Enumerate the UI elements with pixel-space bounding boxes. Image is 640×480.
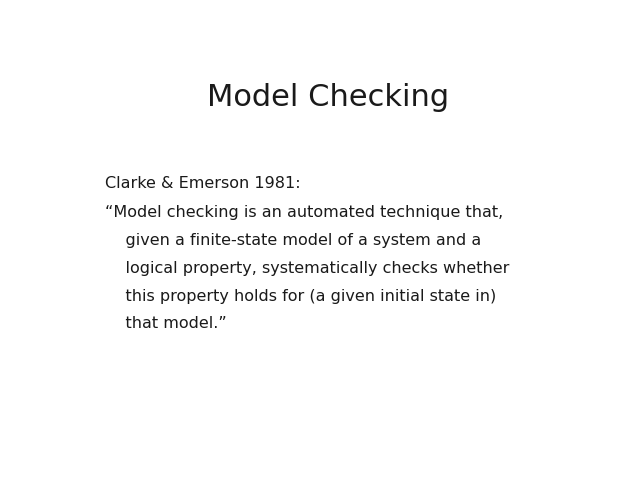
Text: that model.”: that model.”: [105, 316, 227, 331]
Text: this property holds for (a given initial state in): this property holds for (a given initial…: [105, 288, 496, 304]
Text: Model Checking: Model Checking: [207, 84, 449, 112]
Text: logical property, systematically checks whether: logical property, systematically checks …: [105, 261, 509, 276]
Text: Clarke & Emerson 1981:: Clarke & Emerson 1981:: [105, 176, 300, 191]
Text: “Model checking is an automated technique that,: “Model checking is an automated techniqu…: [105, 205, 503, 220]
Text: given a finite-state model of a system and a: given a finite-state model of a system a…: [105, 233, 481, 248]
